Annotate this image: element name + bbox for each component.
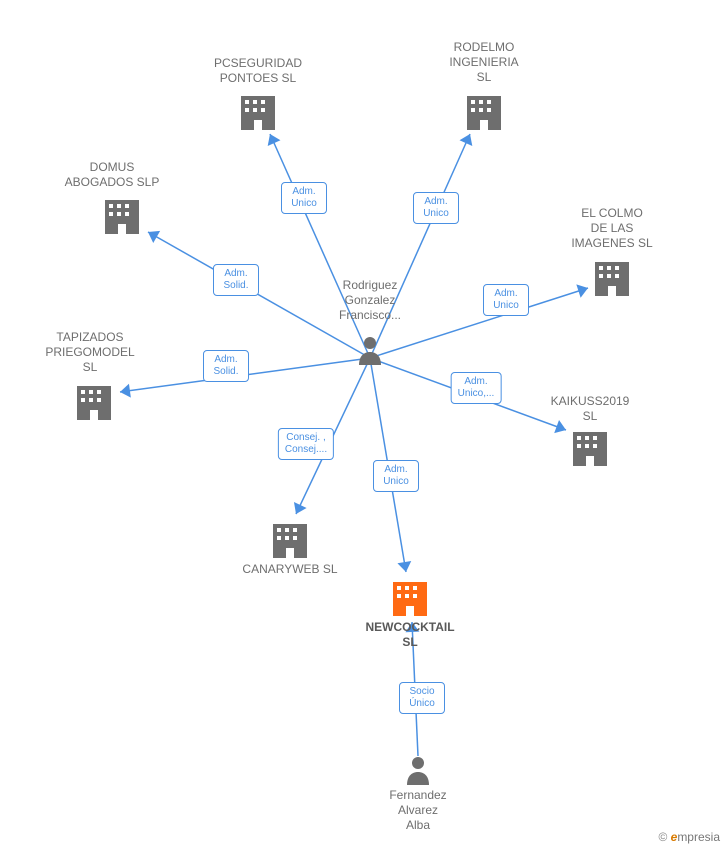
company-label-domus: DOMUSABOGADOS SLP	[65, 160, 160, 190]
building-icon-canaryweb	[273, 520, 307, 562]
edge-label-tapizados: Adm. Solid.	[203, 350, 249, 382]
building-icon-newcocktail	[393, 578, 427, 620]
edge-label-rodelmo: Adm. Unico	[413, 192, 459, 224]
edge-label-newcocktail: Adm. Unico	[373, 460, 419, 492]
watermark: © empresia	[658, 830, 720, 844]
watermark-brand-rest: mpresia	[677, 830, 720, 844]
person-icon-center	[357, 335, 383, 365]
person-label-second: FernandezAlvarezAlba	[389, 788, 446, 833]
company-label-elcolmo: EL COLMODE LASIMAGENES SL	[571, 206, 652, 251]
person-icon-second	[405, 755, 431, 785]
company-label-kaikus: KAIKUSS2019SL	[551, 394, 630, 424]
building-icon-elcolmo	[595, 258, 629, 300]
company-label-tapizados: TAPIZADOSPRIEGOMODELSL	[45, 330, 134, 375]
company-label-pcseguridad: PCSEGURIDADPONTOES SL	[214, 56, 302, 86]
edge-label-newcocktail: Socio Único	[399, 682, 445, 714]
building-icon-kaikus	[573, 428, 607, 470]
person-label-center: RodriguezGonzalezFrancisco...	[339, 278, 401, 323]
building-icon-tapizados	[77, 382, 111, 424]
company-label-rodelmo: RODELMOINGENIERIASL	[449, 40, 518, 85]
building-icon-rodelmo	[467, 92, 501, 134]
building-icon-pcseguridad	[241, 92, 275, 134]
edge-label-pcseguridad: Adm. Unico	[281, 182, 327, 214]
edge-label-elcolmo: Adm. Unico	[483, 284, 529, 316]
company-label-newcocktail: NEWCOCKTAILSL	[365, 620, 454, 650]
company-label-canaryweb: CANARYWEB SL	[242, 562, 337, 577]
edge-label-domus: Adm. Solid.	[213, 264, 259, 296]
edge-label-kaikus: Adm. Unico,...	[451, 372, 502, 404]
building-icon-domus	[105, 196, 139, 238]
copyright-symbol: ©	[658, 830, 667, 844]
edge-label-canaryweb: Consej. , Consej....	[278, 428, 334, 460]
